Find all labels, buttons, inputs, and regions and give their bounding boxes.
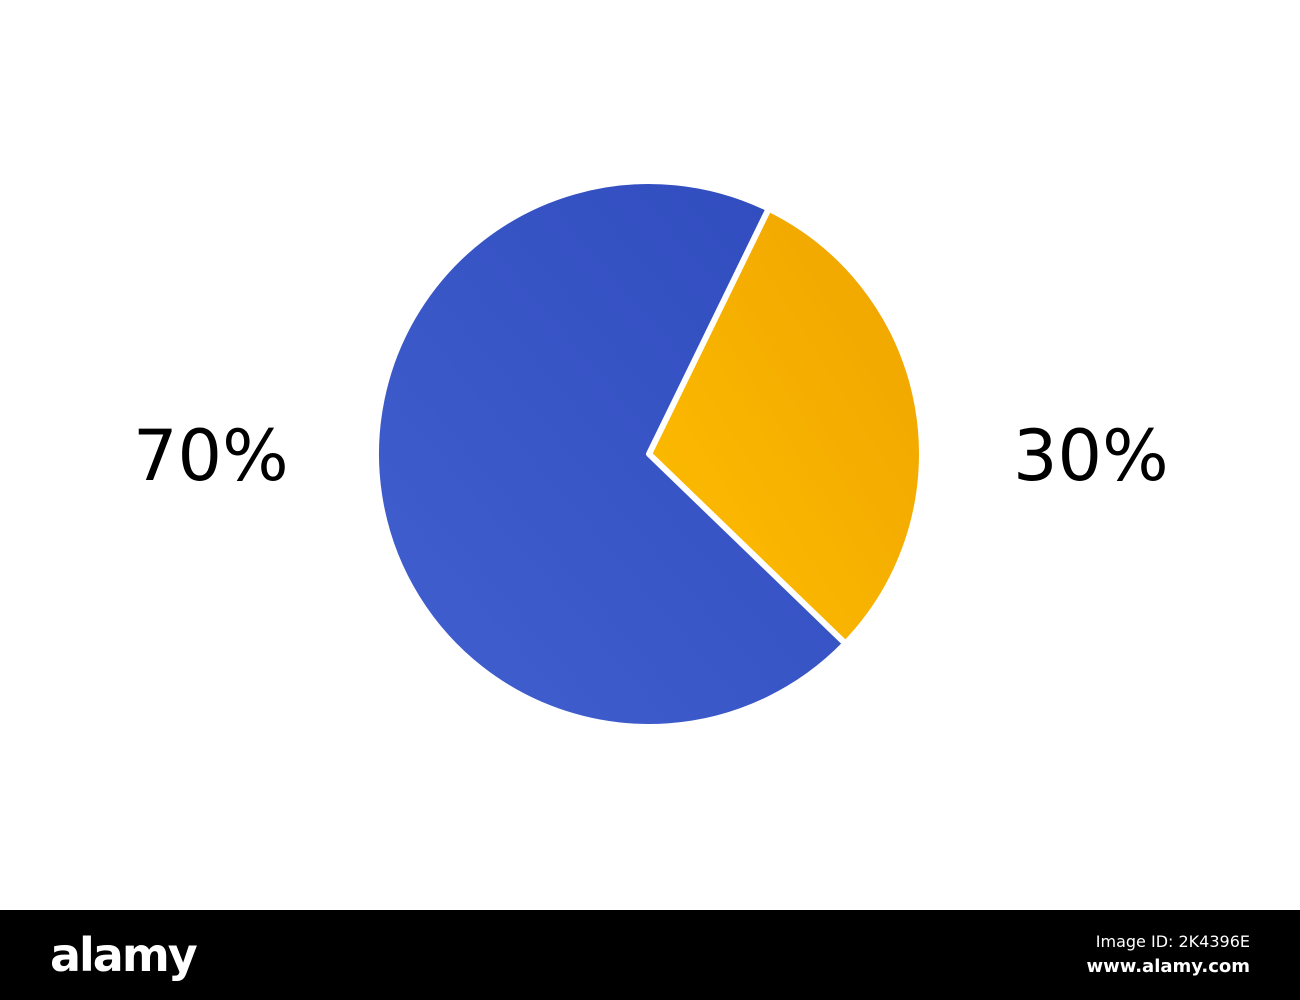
pie-chart: [373, 178, 922, 730]
alamy-logo: alamy: [50, 928, 198, 982]
site-url: www.alamy.com: [1086, 956, 1250, 977]
label-70: 70%: [133, 415, 289, 497]
label-30: 30%: [1013, 415, 1169, 497]
image-id: Image ID: 2K4396E: [1095, 932, 1250, 951]
pie-slice-70: [373, 178, 849, 730]
watermark-bar: alamy Image ID: 2K4396E www.alamy.com: [0, 910, 1300, 1000]
